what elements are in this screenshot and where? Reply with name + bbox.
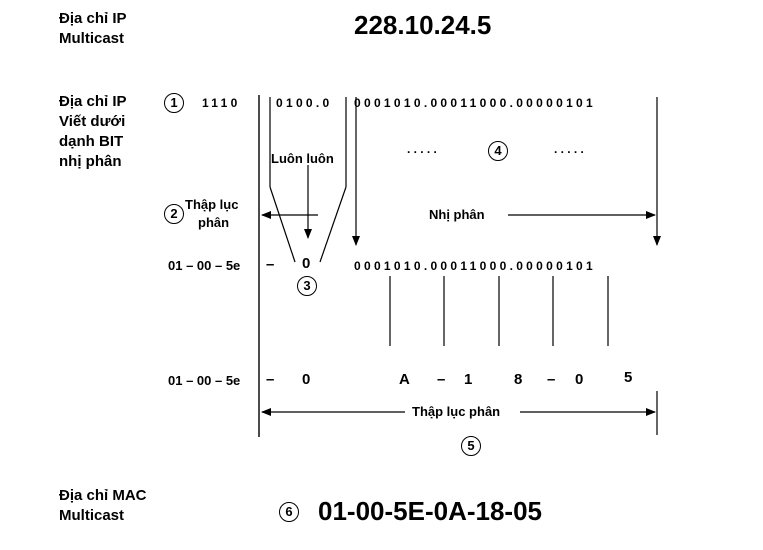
ip-binary-label-line3: dạnh BIT xyxy=(59,133,124,150)
funnel-left-slope xyxy=(269,186,296,263)
mac-multicast-label-line1: Địa chỉ MAC xyxy=(59,487,147,504)
bits-rest: 0001010.00011000.00000101 xyxy=(354,96,597,110)
step-6-marker: 6 xyxy=(279,502,299,522)
ip-multicast-label-line2: Multicast xyxy=(59,30,125,47)
row2-dash-3: – xyxy=(547,371,556,388)
row2-zero: 0 xyxy=(302,371,311,388)
row1-zero: 0 xyxy=(302,255,311,272)
dots-right: ..... xyxy=(554,142,588,156)
mac-multicast-label-line2: Multicast xyxy=(59,507,125,524)
mac-address-value: 01-00-5E-0A-18-05 xyxy=(318,496,543,526)
row1-bits: 0001010.00011000.00000101 xyxy=(354,259,597,273)
hex-label-line2: phân xyxy=(198,215,230,230)
step-5-marker: 5 xyxy=(461,436,481,456)
row2-hex-1: 1 xyxy=(464,371,473,388)
step-1-marker: 1 xyxy=(164,93,184,113)
ip-binary-label-line1: Địa chỉ IP xyxy=(59,93,127,110)
hex-label-line1: Thập lục xyxy=(185,197,239,212)
row2-dash: – xyxy=(266,371,275,388)
hexadecimal-label: Thập lục phân xyxy=(412,404,501,419)
step-2-marker: 2 xyxy=(164,204,184,224)
ip-binary-label-line2: Viết dưới xyxy=(59,113,126,130)
step-4-marker: 4 xyxy=(488,141,508,161)
bits-first-nibble: 1110 xyxy=(202,96,241,110)
bits-second-group: 0100.0 xyxy=(276,96,333,110)
row2-hex-0: 0 xyxy=(575,371,584,388)
ip-binary-label-line4: nhị phân xyxy=(59,153,122,170)
ip-address-value: 228.10.24.5 xyxy=(354,10,492,40)
step-3-marker: 3 xyxy=(297,276,317,296)
row1-dash: – xyxy=(266,256,275,273)
funnel-right-slope xyxy=(319,186,347,263)
row2-hex-a: A xyxy=(399,371,410,388)
row2-dash-2: – xyxy=(437,371,446,388)
binary-label: Nhị phân xyxy=(429,207,485,222)
always-label: Luôn luôn xyxy=(271,151,334,166)
dots-left: ..... xyxy=(407,142,441,156)
row2-hex-8: 8 xyxy=(514,371,523,388)
ip-multicast-label-line1: Địa chỉ IP xyxy=(59,10,127,27)
mac-prefix-row2: 01 – 00 – 5e xyxy=(168,373,241,388)
mac-prefix-row1: 01 – 00 – 5e xyxy=(168,258,241,273)
row2-hex-5: 5 xyxy=(624,369,633,386)
